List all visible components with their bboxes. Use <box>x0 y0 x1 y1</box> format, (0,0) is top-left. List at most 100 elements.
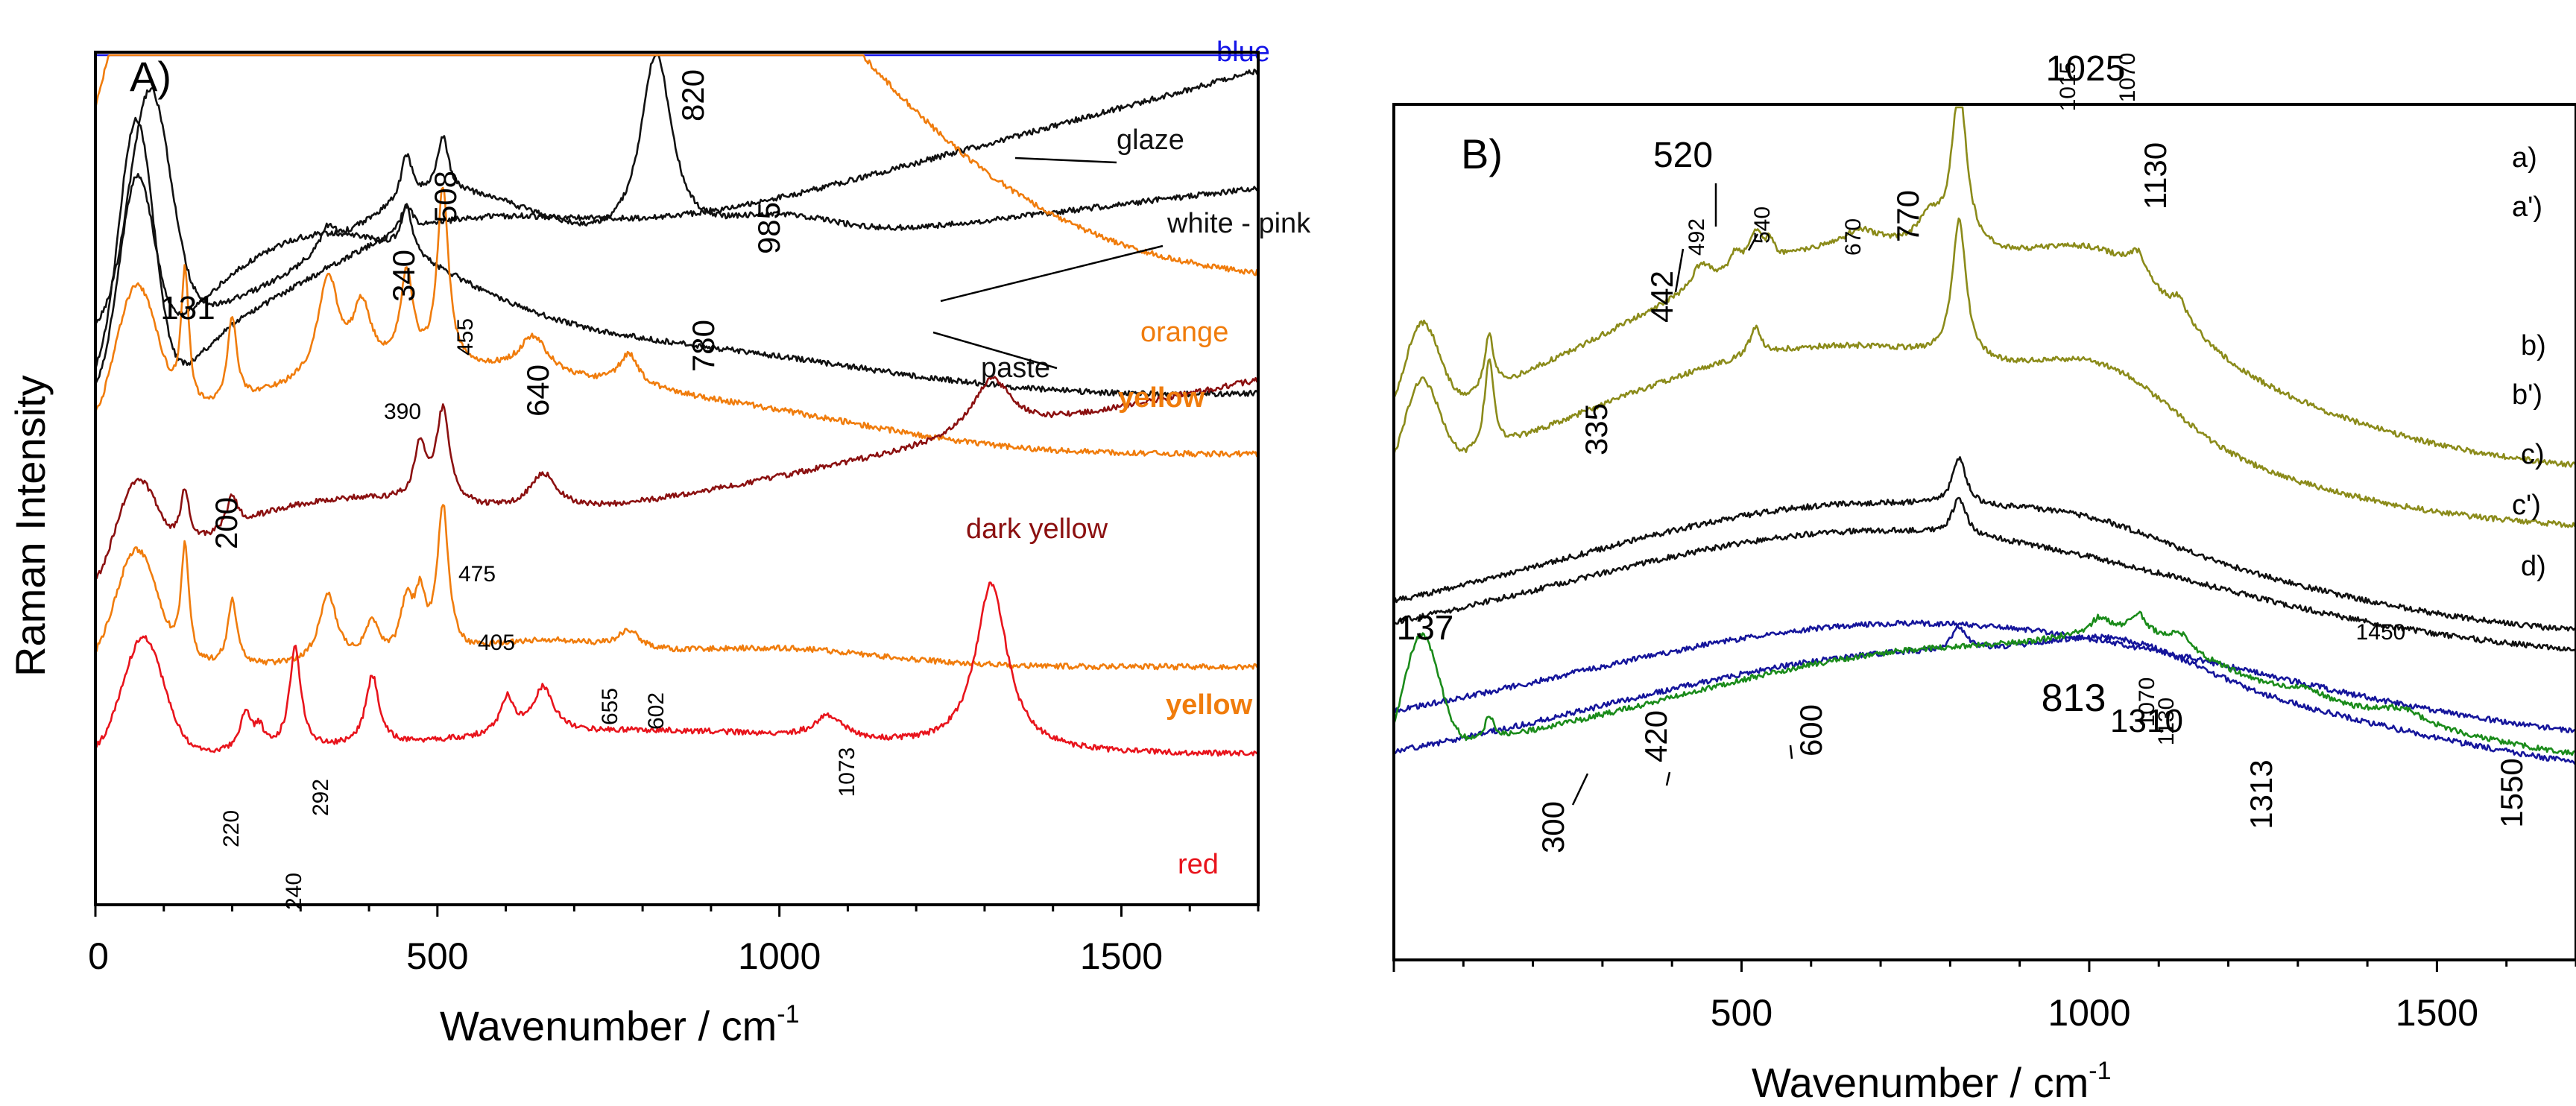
peak-label-1070: 1070 <box>2135 677 2159 727</box>
panel-b-frame <box>1392 103 2576 961</box>
peak-label-985: 985 <box>751 202 786 254</box>
panel-b-traces <box>1392 106 2576 766</box>
spectrum-b-a <box>1392 217 2576 528</box>
series-label-b: b') <box>2512 379 2542 411</box>
series-label-yellow-lower: yellow <box>1166 689 1253 721</box>
peak-label-1550: 1550 <box>2494 758 2529 827</box>
peak-label-455: 455 <box>453 318 478 356</box>
panel-a-peak-labels: 1312002202402923403904054554755086026406… <box>160 69 2183 910</box>
spectrum-b-d <box>1392 610 2576 756</box>
spectrum-a-yellow-upper <box>94 186 1259 458</box>
spectrum-a-yellow-lower <box>94 504 1259 671</box>
peak-label-220: 220 <box>219 810 244 847</box>
peak-label-1073: 1073 <box>835 748 859 797</box>
series-label-d: d) <box>2521 551 2546 582</box>
series-label-dark-yellow: dark yellow <box>966 514 1108 545</box>
peak-label-813: 813 <box>2042 677 2106 720</box>
panel-a-label: A) <box>130 53 171 100</box>
panel-a-x-axis-title-main: Wavenumber / cm <box>440 1002 777 1049</box>
peak-label-640: 640 <box>520 364 555 417</box>
spectrum-a-orange <box>94 54 1260 276</box>
peak-label-200: 200 <box>209 497 244 549</box>
spectrum-a-glaze <box>94 67 1260 370</box>
series-label-red: red <box>1178 849 1219 880</box>
peak-600-arrow <box>1789 745 1793 759</box>
peak-label-420: 420 <box>1638 710 1673 762</box>
peak-420-arrow <box>1665 771 1671 786</box>
peak-label-405: 405 <box>478 631 515 655</box>
peak-label-300: 300 <box>1535 801 1570 853</box>
x-tick-label: 500 <box>406 935 468 977</box>
peak-label-1450: 1450 <box>2356 620 2406 645</box>
panel-a: 1312002202402923403904054554755086026406… <box>7 37 2183 1049</box>
peak-300-arrow <box>1571 773 1589 806</box>
peak-label-1310: 1310 <box>2110 703 2183 739</box>
spectrum-a-white-pink <box>94 54 1260 325</box>
peak-label-770: 770 <box>1890 190 1925 242</box>
spectrum-b-b <box>1393 496 2576 652</box>
spectrum-a-paste <box>94 173 1260 398</box>
peak-label-670: 670 <box>1841 218 1866 256</box>
peak-label-475: 475 <box>458 562 496 587</box>
peak-label-655: 655 <box>598 688 622 725</box>
peak-label-1313: 1313 <box>2244 759 2279 829</box>
spectrum-b-c <box>1392 619 2576 733</box>
peak-label-1130: 1130 <box>2154 698 2179 746</box>
peak-label-335: 335 <box>1579 403 1614 455</box>
panel-b-x-axis-title-main: Wavenumber / cm <box>1752 1059 2089 1106</box>
spectrum-b-b <box>1393 456 2576 633</box>
x-tick-label: 1500 <box>1080 935 1163 977</box>
panel-a-arrows <box>932 157 1164 370</box>
spectrum-a-dark-yellow <box>95 376 1260 581</box>
glaze-arrow <box>1014 157 1117 164</box>
series-label-a: a') <box>2512 192 2542 223</box>
panel-a-frame <box>94 51 1260 906</box>
panel-b-x-ticks: 500 1000 1500 <box>1392 960 2576 1034</box>
panel-b-series-labels: a) a') b) b') c) c') d) <box>2512 142 2546 582</box>
panel-a-x-ticks: 0 500 1000 1500 <box>88 905 1260 977</box>
spectrum-a-red <box>94 581 1260 757</box>
series-label-orange: orange <box>1140 317 1228 348</box>
paste-arrow <box>932 331 1058 370</box>
x-tick-label: 500 <box>1711 992 1772 1034</box>
panel-a-x-axis-title-sup: -1 <box>777 1000 799 1028</box>
series-label-paste: paste <box>981 353 1050 384</box>
panel-a-traces <box>94 54 1260 757</box>
peak-label-602: 602 <box>644 692 669 730</box>
peak-label-442: 442 <box>1644 271 1679 323</box>
series-label-c: c') <box>2512 490 2541 521</box>
peak-label-137: 137 <box>1397 608 1454 647</box>
panel-b-arrows <box>1571 183 1793 806</box>
series-label-b: b) <box>2521 330 2546 361</box>
panel-b-x-axis-title-sup: -1 <box>2089 1057 2111 1085</box>
peak-442-arrow <box>1674 248 1685 293</box>
x-tick-label: 0 <box>88 935 109 977</box>
series-label-c: c) <box>2521 439 2545 470</box>
spectrum-b-c <box>1392 624 2576 766</box>
x-tick-label: 1000 <box>738 935 821 977</box>
series-label-yellow-upper: yellow <box>1118 382 1205 414</box>
panel-a-x-axis-title: Wavenumber / cm-1 <box>440 1000 800 1049</box>
peak-label-1070: 1070 <box>2115 53 2140 103</box>
spectrum-b-a <box>1392 106 2576 468</box>
series-label-white-pink: white - pink <box>1167 208 1311 239</box>
peak-540-arrow <box>1747 233 1759 251</box>
peak-label-340: 340 <box>386 250 421 302</box>
peak-label-508: 508 <box>428 171 463 223</box>
peak-label-600: 600 <box>1793 704 1828 756</box>
x-tick-label: 1000 <box>2048 992 2130 1034</box>
panel-a-y-axis-title: Raman Intensity <box>7 375 54 677</box>
peak-label-520: 520 <box>1653 136 1713 175</box>
peak-label-390: 390 <box>384 399 421 424</box>
white-pink-arrow <box>940 244 1164 303</box>
peak-label-292: 292 <box>309 779 333 816</box>
peak-label-540: 540 <box>1750 206 1775 244</box>
peak-label-1130: 1130 <box>2138 142 2173 209</box>
panel-b-label: B) <box>1461 130 1503 177</box>
series-label-a: a) <box>2512 142 2537 174</box>
series-label-glaze: glaze <box>1117 124 1184 156</box>
